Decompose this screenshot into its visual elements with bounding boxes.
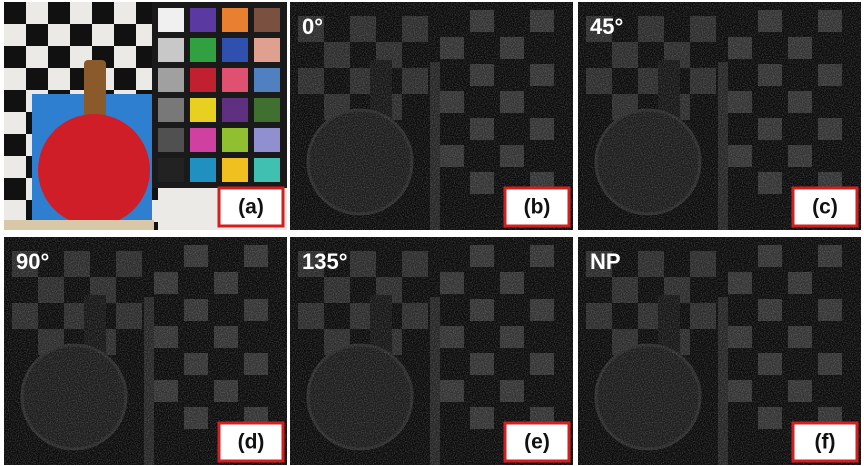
color-patch (222, 68, 248, 92)
color-patch (254, 68, 280, 92)
checker (114, 24, 136, 46)
color-patch (190, 38, 216, 62)
color-patch (158, 68, 184, 92)
color-patch (222, 98, 248, 122)
color-patch (158, 38, 184, 62)
panel-label: (a) (238, 196, 264, 219)
angle-label: 90° (16, 249, 49, 274)
panel: 0° (b) (290, 2, 573, 230)
checker (92, 2, 114, 24)
checker (48, 2, 70, 24)
color-patch (190, 68, 216, 92)
checker (26, 68, 48, 90)
figure: (a) 0° (b) 45° (c) 90° (d) 135° (e) NP (f) (0, 0, 864, 466)
color-patch (254, 38, 280, 62)
checker (4, 178, 26, 200)
checker (70, 24, 92, 46)
panel: (a) (4, 2, 287, 244)
panel: NP (f) (578, 237, 861, 465)
color-patch (190, 158, 216, 182)
checker (4, 2, 26, 24)
panel: 45° (c) (578, 2, 861, 230)
color-patch (222, 8, 248, 32)
panel-label: (d) (238, 431, 265, 454)
color-patch (158, 8, 184, 32)
color-patch (158, 98, 184, 122)
color-patch (158, 158, 184, 182)
color-patch (190, 98, 216, 122)
panel-label: (f) (815, 431, 836, 454)
color-patch (222, 38, 248, 62)
color-patch (254, 98, 280, 122)
angle-label: 0° (302, 14, 323, 39)
table-edge (4, 220, 154, 230)
panel-label: (e) (524, 431, 550, 454)
checker (114, 68, 136, 90)
checker (4, 134, 26, 156)
checker (26, 24, 48, 46)
color-patch (190, 128, 216, 152)
paddle (38, 114, 150, 226)
color-patch (254, 8, 280, 32)
angle-label: 45° (590, 14, 623, 39)
color-patch (254, 158, 280, 182)
checker (48, 46, 70, 68)
color-patch (254, 128, 280, 152)
angle-label: 135° (302, 249, 348, 274)
color-patch (222, 158, 248, 182)
checker (4, 46, 26, 68)
panel: 90° (d) (4, 237, 287, 465)
panel-label: (c) (812, 196, 838, 219)
angle-label: NP (590, 249, 621, 274)
color-patch (190, 8, 216, 32)
checker (4, 90, 26, 112)
panel: 135° (e) (290, 237, 573, 465)
panel-label: (b) (524, 196, 551, 219)
color-patch (158, 128, 184, 152)
color-patch (222, 128, 248, 152)
